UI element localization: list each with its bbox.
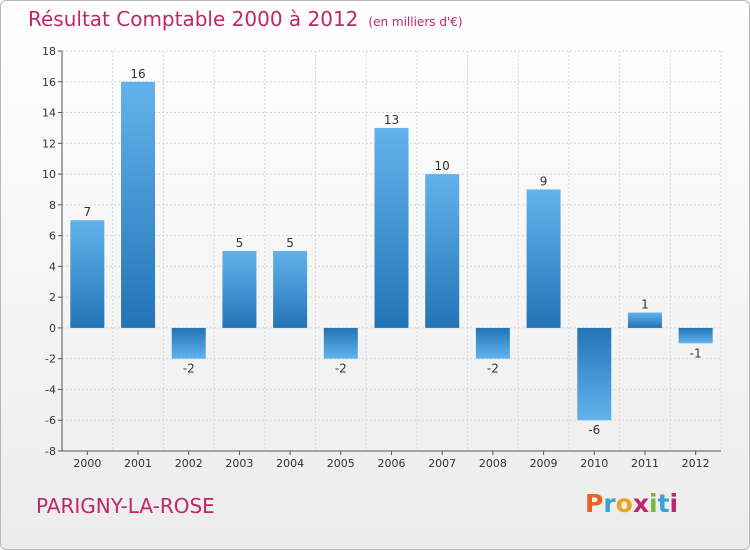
x-tick-label: 2008 [479,457,507,470]
logo-letter: o [615,489,633,518]
x-tick-label: 2007 [428,457,456,470]
y-tick-label: 8 [49,199,56,212]
x-tick-label: 2001 [124,457,152,470]
y-tick-label: 12 [42,137,56,150]
y-tick-label: -2 [45,353,56,366]
chart-unit: (en milliers d'€) [368,15,463,29]
data-label: 5 [236,236,244,250]
bar-2006[interactable] [374,127,409,328]
y-tick-label: 6 [49,230,56,243]
y-tick-label: -4 [45,383,56,396]
x-tick-label: 2000 [73,457,101,470]
x-tick-label: 2005 [327,457,355,470]
proxiti-logo[interactable]: Proxiti [585,489,678,518]
y-tick-label: 18 [42,45,56,58]
x-tick-label: 2003 [225,457,253,470]
bar-2011[interactable] [627,312,662,328]
logo-letter: i [669,489,679,518]
y-tick-label: -6 [45,414,56,427]
logo-letter: x [632,489,649,518]
y-tick-label: 4 [49,260,56,273]
y-tick-label: 14 [42,107,56,120]
data-label: 7 [84,205,92,219]
data-label: -6 [588,423,600,437]
logo-letter: r [603,489,616,518]
commune-name: PARIGNY-LA-ROSE [36,494,215,518]
bars: 7 16 -2 5 5 -2 13 10 -2 9 -6 1 -1 [70,67,713,437]
bar-2000[interactable] [70,220,105,328]
x-tick-label: 2011 [631,457,659,470]
chart-title-block: Résultat Comptable 2000 à 2012 (en millie… [28,7,463,31]
bar-2003[interactable] [222,251,257,328]
x-tick-label: 2006 [378,457,406,470]
data-label: 1 [641,298,649,312]
logo-letter: i [649,489,658,518]
data-label: 5 [286,236,294,250]
logo-letter: P [585,489,604,518]
data-label: -1 [690,346,702,360]
bar-2001[interactable] [121,81,156,328]
y-tick-label: -8 [45,445,56,458]
x-tick-label: 2012 [682,457,710,470]
bar-2004[interactable] [273,251,308,328]
x-tick-label: 2009 [530,457,558,470]
data-label: 10 [435,159,450,173]
y-tick-label: 0 [49,322,56,335]
bar-2009[interactable] [526,189,561,328]
logo-letter: t [657,489,670,518]
bar-2007[interactable] [425,174,460,328]
bar-2002[interactable] [171,327,206,359]
x-tick-label: 2002 [175,457,203,470]
y-tick-label: 16 [42,76,56,89]
axes: -8 -6 -4 -2 0 2 4 6 8 10 12 14 16 18 2000 2001 2002 2003 2… [42,45,721,470]
x-tick-label: 2004 [276,457,304,470]
bar-2008[interactable] [475,327,510,359]
x-tick-label: 2010 [580,457,608,470]
data-label: 9 [540,174,548,188]
data-label: -2 [487,362,499,376]
bar-2010[interactable] [577,327,612,421]
data-label: -2 [335,362,347,376]
data-label: -2 [183,362,195,376]
bar-2005[interactable] [323,327,358,359]
y-tick-label: 2 [49,291,56,304]
chart-title: Résultat Comptable 2000 à 2012 [28,7,359,31]
y-tick-label: 10 [42,168,56,181]
data-label: 16 [130,67,145,81]
data-label: 13 [384,113,399,127]
bar-2012[interactable] [678,327,713,344]
